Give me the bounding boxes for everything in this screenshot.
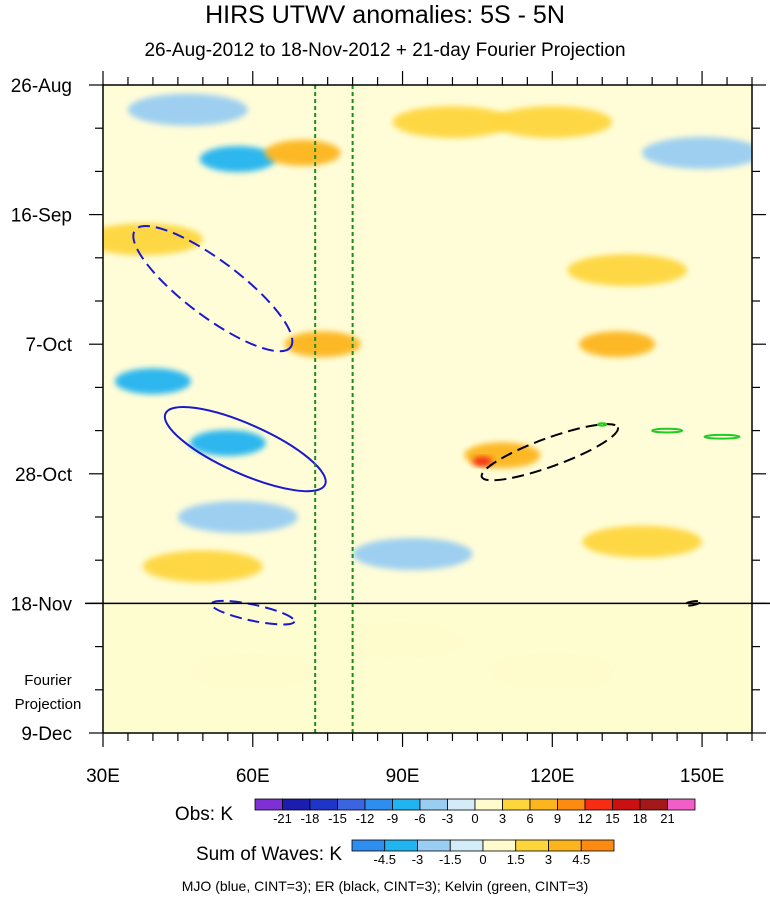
wave-legend-caption: MJO (blue, CINT=3); ER (black, CINT=3); …	[181, 878, 589, 894]
colorbar-swatch	[392, 798, 421, 811]
colorbar-swatch	[384, 839, 418, 852]
colorbar-swatch	[584, 798, 613, 811]
colorbar-label: 3	[499, 811, 506, 826]
colorbar-swatch	[282, 798, 311, 811]
anomaly-region	[142, 550, 263, 583]
x-tick-label: 150E	[680, 766, 724, 787]
colorbar-label: -9	[387, 811, 399, 826]
anomaly-region	[492, 655, 613, 688]
colorbar-swatch	[580, 839, 615, 852]
waves-colorbar: -4.5 -3 -1.5 0 1.5 3 4.5 Sum of Waves: K	[196, 839, 615, 867]
colorbar-swatch	[482, 839, 517, 852]
colorbar-swatch	[529, 798, 558, 811]
anomaly-region	[567, 254, 688, 287]
y-tick-label: 18-Nov	[11, 594, 73, 615]
anomaly-region	[192, 655, 313, 688]
kelvin-contour	[703, 433, 741, 440]
kelvin-contour	[597, 422, 608, 427]
mjo-contour	[132, 225, 294, 353]
colorbar-label: 6	[526, 811, 533, 826]
anomaly-region	[392, 106, 513, 139]
colorbar-label: 12	[578, 811, 592, 826]
anomaly-region	[103, 223, 203, 256]
colorbar-label: -4.5	[374, 852, 396, 867]
x-tick-label: 60E	[236, 766, 270, 787]
colorbar-label: -12	[356, 811, 375, 826]
colorbar-label: 1.5	[507, 852, 525, 867]
mjo-contour	[163, 406, 327, 493]
colorbar-title: Obs: K	[175, 804, 233, 825]
anomaly-region	[579, 331, 656, 358]
colorbar-swatch	[337, 798, 366, 811]
er-contour	[480, 423, 620, 482]
colorbar-swatch	[309, 798, 338, 811]
colorbar-swatch	[557, 798, 586, 811]
reference-lines	[314, 85, 354, 733]
y-tick-label: 7-Oct	[26, 335, 73, 356]
colorbar-swatch	[447, 798, 476, 811]
colorbar-label: 21	[660, 811, 674, 826]
obs-colorbar: -21 -18 -15 -12 -9 -6 -3 0 3 6 9 12 15 18 21 Obs: K	[175, 798, 696, 826]
colorbar-label: 3	[545, 852, 552, 867]
colorbar-label: 18	[633, 811, 647, 826]
anomaly-region	[582, 525, 703, 558]
plot-axes: 26-Aug 16-Sep 7-Oct 28-Oct 18-Nov 9-Dec 30E 60E…	[11, 71, 770, 787]
colorbar-label: -3	[442, 811, 454, 826]
colorbar-label: 0	[479, 852, 486, 867]
anomaly-field	[103, 85, 752, 733]
anomaly-region	[642, 136, 752, 169]
colorbar-swatch	[417, 839, 451, 852]
kelvin-contour	[651, 427, 684, 434]
colorbar-label: 0	[471, 811, 478, 826]
anomaly-region	[342, 624, 463, 657]
colorbar-swatch	[449, 839, 484, 852]
colorbar-swatch	[364, 798, 393, 811]
anomaly-region	[199, 146, 276, 173]
colorbar-swatch	[612, 798, 641, 811]
y-tick-label: 26-Aug	[11, 76, 72, 97]
y-tick-label: 9-Dec	[21, 724, 72, 745]
anomaly-region	[492, 106, 613, 139]
colorbar-swatch	[639, 798, 668, 811]
wave-contours	[132, 225, 741, 626]
colorbar-swatch	[254, 798, 283, 811]
anomaly-region	[472, 456, 493, 467]
colorbar-label: 9	[554, 811, 561, 826]
colorbar-swatch	[515, 839, 549, 852]
anomaly-region	[352, 538, 473, 571]
x-tick-label: 30E	[86, 766, 120, 787]
colorbar-swatch	[474, 798, 503, 811]
colorbar-label: -18	[301, 811, 320, 826]
anomaly-region	[177, 501, 298, 533]
colorbar-swatch	[419, 798, 448, 811]
anomaly-region	[284, 331, 361, 358]
mjo-contour	[210, 599, 296, 626]
colorbar-label: 15	[605, 811, 619, 826]
anomaly-region	[127, 93, 248, 126]
x-tick-label: 120E	[530, 766, 574, 787]
anomaly-region	[189, 429, 266, 456]
colorbar-label: -21	[273, 811, 292, 826]
projection-label-line1: Fourier	[24, 672, 72, 689]
x-tick-label: 90E	[386, 766, 420, 787]
projection-label-line2: Projection	[15, 696, 82, 713]
chart-title: HIRS UTWV anomalies: 5S - 5N	[205, 1, 565, 29]
anomaly-region	[114, 368, 191, 395]
chart-subtitle: 26-Aug-2012 to 18-Nov-2012 + 21-day Four…	[144, 40, 626, 61]
er-contour	[683, 600, 701, 607]
colorbar-swatch	[502, 798, 531, 811]
colorbar-title: Sum of Waves: K	[196, 844, 342, 865]
colorbar-label: -6	[414, 811, 426, 826]
y-tick-label: 28-Oct	[15, 465, 73, 486]
colorbar-label: -15	[328, 811, 347, 826]
colorbar-swatch	[351, 839, 386, 852]
y-tick-label: 16-Sep	[11, 206, 72, 227]
colorbar-label: -3	[412, 852, 424, 867]
colorbar-label: -1.5	[439, 852, 461, 867]
colorbar-label: 4.5	[572, 852, 590, 867]
colorbar-swatch	[667, 798, 696, 811]
anomaly-region	[264, 139, 341, 166]
colorbar-swatch	[548, 839, 582, 852]
